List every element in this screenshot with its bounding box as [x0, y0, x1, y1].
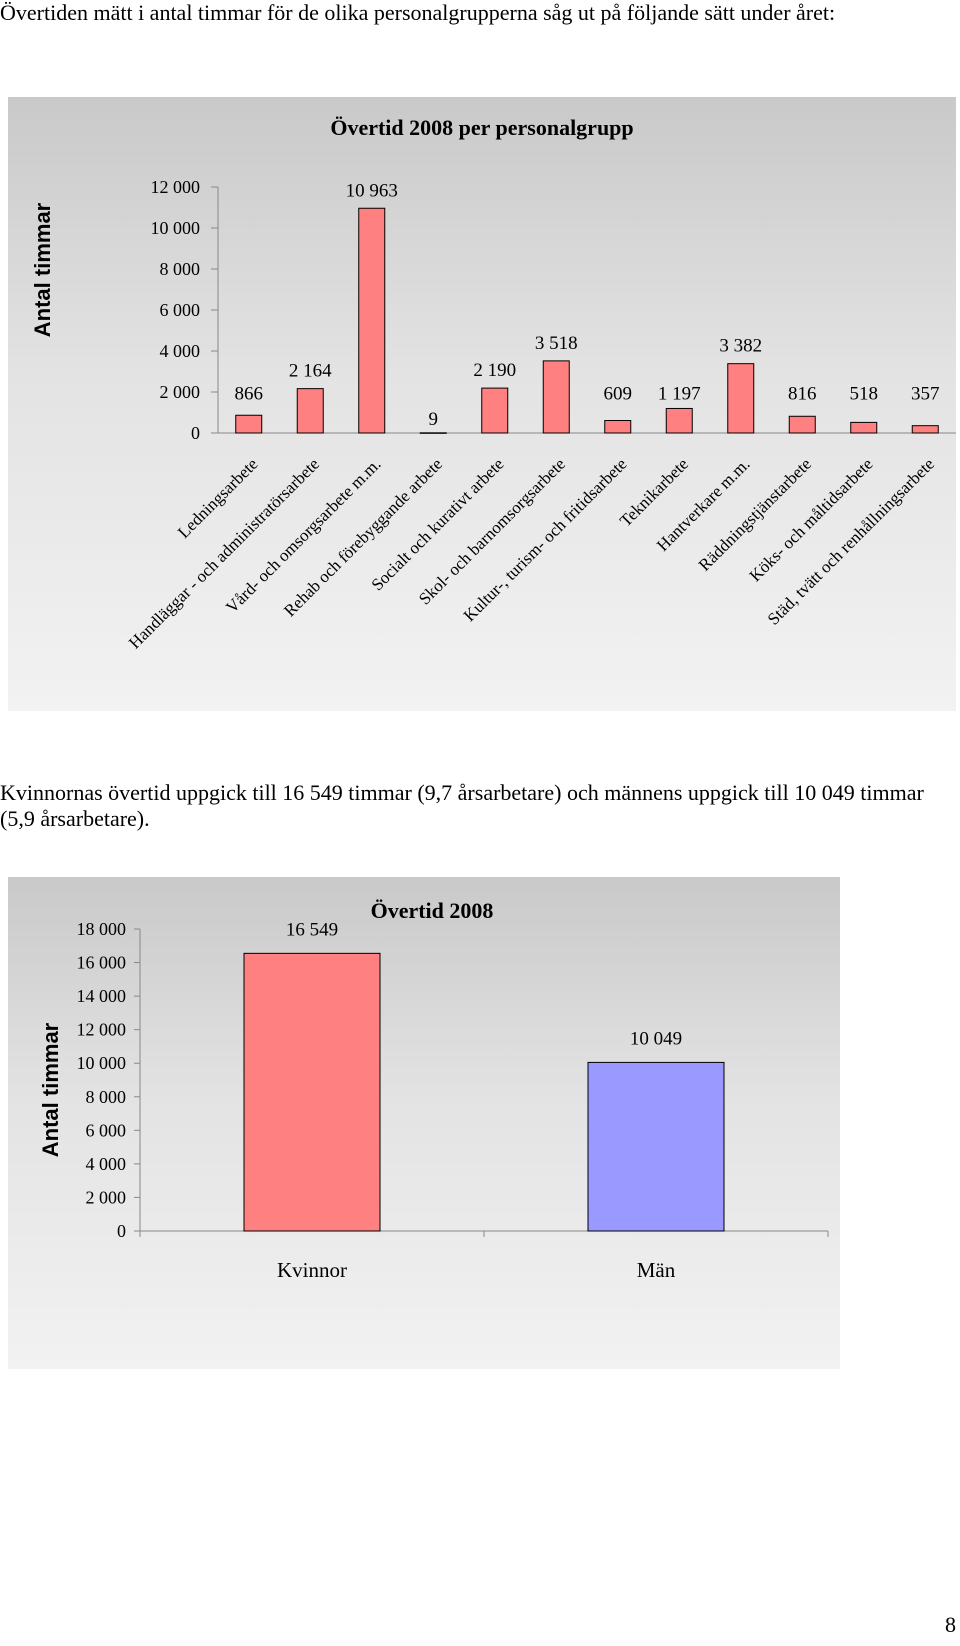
y-tick-label: 6 000 [160, 300, 201, 320]
data-label-6: 3 518 [535, 333, 578, 354]
data-label-1: 866 [235, 383, 264, 404]
y-tick-label: 2 000 [86, 1187, 127, 1207]
bar-8 [665, 407, 693, 434]
data-label-1: 16 549 [286, 919, 338, 940]
bar-6 [542, 360, 570, 434]
bar-5 [481, 387, 509, 434]
category-label-2: Män [637, 1258, 676, 1282]
bar-12 [911, 425, 939, 434]
category-label-1: Kvinnor [277, 1258, 347, 1282]
chart-personalgrupp: Övertid 2008 per personalgrupp Antal timm… [8, 97, 956, 711]
y-tick-label: 8 000 [86, 1087, 127, 1107]
y-tick-label: 16 000 [77, 953, 127, 973]
bar-män [587, 1061, 725, 1232]
bar-7 [604, 420, 632, 434]
bar-11 [850, 421, 878, 434]
data-label-7: 609 [604, 383, 633, 404]
data-label-8: 1 197 [658, 383, 701, 404]
y-tick-label: 4 000 [160, 341, 201, 361]
data-label-9: 3 382 [719, 336, 762, 357]
bar-4 [419, 432, 447, 434]
bar-2 [296, 388, 324, 434]
data-label-5: 2 190 [473, 360, 516, 381]
bar-3 [358, 207, 386, 434]
page-number: 8 [945, 1612, 956, 1637]
chart-title: Övertid 2008 per personalgrupp [330, 115, 633, 140]
y-axis-label: Antal timmar [30, 202, 55, 337]
data-label-4: 9 [429, 409, 439, 430]
bar-10 [788, 415, 816, 434]
chart-gender-svg: Övertid 2008 Antal timmar 0 2 000 4 000 6 000… [38, 898, 829, 1282]
summary-paragraph: Kvinnornas övertid uppgick till 16 549 t… [0, 780, 924, 831]
y-tick-label: 12 000 [77, 1020, 127, 1040]
data-label-10: 816 [788, 383, 817, 404]
y-tick-label: 0 [191, 423, 200, 443]
y-tick-label: 8 000 [160, 259, 201, 279]
y-tick-label: 10 000 [151, 218, 201, 238]
y-tick-label: 18 000 [77, 919, 127, 939]
bar-9 [727, 363, 755, 434]
y-tick-label: 4 000 [86, 1154, 127, 1174]
y-tick-label: 6 000 [86, 1120, 127, 1140]
y-tick-label: 14 000 [77, 986, 127, 1006]
category-label-10: Räddningstjänstarbete [695, 454, 815, 574]
y-axis-label: Antal timmar [38, 1022, 63, 1157]
category-label-11: Köks- och måltidsarbete [746, 454, 877, 585]
chart-personalgrupp-svg: Övertid 2008 per personalgrupp Antal timm… [30, 115, 956, 652]
chart-title: Övertid 2008 [371, 898, 494, 923]
bar-kvinnor [243, 952, 381, 1232]
data-label-2: 2 164 [289, 361, 332, 382]
y-tick-label: 0 [117, 1221, 126, 1241]
bar-1 [235, 414, 263, 434]
data-label-12: 357 [911, 383, 940, 404]
data-label-2: 10 049 [630, 1028, 682, 1049]
data-label-11: 518 [850, 383, 879, 404]
y-tick-label: 12 000 [151, 177, 201, 197]
chart-gender: Övertid 2008 Antal timmar 0 2 000 4 000 6 000… [8, 877, 840, 1369]
data-label-3: 10 963 [346, 180, 398, 201]
y-tick-label: 10 000 [77, 1053, 127, 1073]
y-tick-label: 2 000 [160, 382, 201, 402]
intro-paragraph: Övertiden mätt i antal timmar för de oli… [0, 0, 836, 25]
